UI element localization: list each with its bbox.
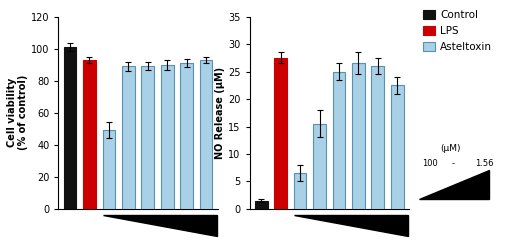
Bar	[255, 201, 268, 209]
Bar	[275, 58, 287, 209]
Text: 1.56: 1.56	[475, 159, 493, 168]
Text: 100: 100	[422, 159, 438, 168]
Bar	[122, 66, 135, 209]
Text: -: -	[451, 159, 455, 168]
Y-axis label: NO Release (μM): NO Release (μM)	[215, 67, 225, 159]
Bar	[102, 130, 115, 209]
Bar	[313, 124, 326, 209]
Text: (μM): (μM)	[440, 144, 461, 153]
Bar	[332, 72, 345, 209]
Bar	[200, 60, 212, 209]
Bar	[141, 66, 154, 209]
Y-axis label: Cell viability
(% of control): Cell viability (% of control)	[6, 75, 28, 150]
Polygon shape	[103, 215, 217, 236]
Polygon shape	[419, 169, 489, 199]
Legend: Control, LPS, Asteltoxin: Control, LPS, Asteltoxin	[419, 6, 496, 56]
Bar	[161, 65, 174, 209]
Polygon shape	[294, 215, 408, 236]
Bar	[294, 173, 306, 209]
Bar	[83, 60, 96, 209]
Bar	[181, 63, 193, 209]
Bar	[391, 85, 404, 209]
Bar	[64, 47, 76, 209]
Bar	[352, 63, 365, 209]
Bar	[372, 66, 384, 209]
